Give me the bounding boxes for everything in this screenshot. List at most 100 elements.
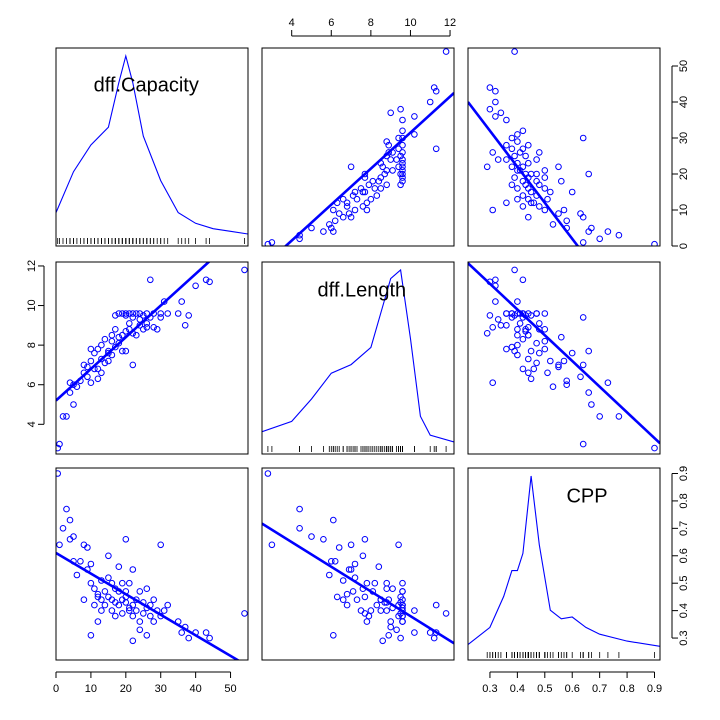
data-point	[558, 177, 565, 185]
tick-label: 10	[404, 17, 416, 29]
data-point	[585, 170, 593, 178]
data-point	[126, 320, 133, 327]
data-point	[80, 596, 88, 604]
tick-label: 0.4	[510, 683, 525, 695]
data-point	[492, 98, 499, 106]
data-point	[365, 181, 373, 189]
data-point	[347, 213, 355, 221]
data-point	[119, 610, 126, 617]
density-curve	[262, 268, 454, 443]
data-point	[511, 152, 518, 160]
data-point	[87, 357, 95, 365]
data-point	[373, 192, 381, 199]
tick-label: 0.8	[678, 493, 690, 508]
data-point	[150, 618, 157, 625]
regression-line	[56, 262, 211, 402]
data-point	[202, 629, 210, 636]
data-point	[369, 177, 377, 185]
tick-label: 0.6	[678, 548, 690, 563]
data-point	[514, 298, 521, 305]
data-point	[411, 131, 418, 138]
data-point	[84, 363, 91, 371]
data-point	[588, 401, 595, 408]
data-point	[153, 326, 161, 333]
data-point	[511, 174, 518, 181]
data-point	[399, 167, 406, 174]
tick-label: 0.6	[565, 683, 580, 695]
data-point	[383, 579, 391, 587]
data-point	[108, 607, 116, 614]
scatter-panel-cpp-vs-length	[262, 470, 454, 645]
data-point	[442, 610, 450, 617]
data-point	[399, 588, 406, 595]
data-point	[328, 224, 335, 232]
data-point	[351, 188, 359, 196]
data-point	[514, 331, 521, 339]
data-point	[533, 310, 540, 317]
data-point	[547, 188, 554, 196]
data-point	[541, 167, 549, 174]
data-point	[503, 116, 510, 124]
data-point	[126, 579, 133, 587]
data-point	[361, 188, 369, 196]
data-point	[371, 579, 379, 587]
data-point	[367, 607, 375, 614]
data-point	[536, 349, 543, 357]
data-point	[181, 322, 189, 329]
data-point	[604, 228, 612, 235]
data-point	[140, 610, 147, 617]
x-axis-length: 4 6 8 10 12	[289, 17, 456, 37]
data-point	[320, 536, 327, 543]
data-point	[353, 195, 361, 203]
data-point	[527, 347, 535, 355]
data-point	[91, 585, 98, 593]
data-point	[399, 174, 406, 181]
data-point	[206, 278, 213, 286]
data-point	[308, 224, 315, 232]
data-point	[395, 145, 402, 153]
data-point	[63, 413, 70, 420]
data-point	[389, 167, 396, 174]
data-point	[192, 282, 199, 290]
data-point	[320, 228, 327, 235]
data-point	[563, 381, 571, 389]
data-point	[87, 560, 95, 568]
data-point	[399, 159, 406, 167]
data-point	[514, 138, 521, 145]
data-point	[296, 235, 303, 243]
tick-label: 30	[678, 132, 690, 144]
tick-label: 50	[224, 683, 236, 695]
data-point	[268, 239, 276, 246]
data-point	[122, 310, 130, 317]
diagonal-label-cpp: CPP	[566, 486, 607, 508]
data-point	[343, 203, 351, 210]
data-point	[377, 607, 385, 614]
data-point	[136, 626, 144, 634]
data-point	[377, 185, 385, 192]
data-point	[126, 310, 133, 317]
data-point	[541, 310, 549, 317]
data-point	[541, 337, 549, 345]
data-point	[558, 333, 565, 341]
data-point	[363, 206, 371, 214]
tick-label: 30	[155, 683, 167, 695]
data-point	[486, 105, 494, 113]
data-point	[536, 149, 543, 156]
data-point	[157, 314, 164, 321]
data-point	[533, 177, 540, 185]
data-point	[363, 199, 371, 207]
data-point	[486, 312, 494, 319]
data-point	[549, 221, 557, 228]
data-point	[77, 558, 84, 565]
data-point	[432, 87, 440, 95]
data-point	[84, 544, 91, 551]
data-point	[373, 601, 381, 609]
tick-label: 0.4	[678, 603, 690, 618]
data-point	[112, 312, 119, 319]
tick-label: 8	[368, 17, 374, 29]
data-point	[122, 312, 130, 319]
panel-border	[467, 467, 661, 661]
data-point	[343, 601, 351, 609]
data-point	[383, 138, 391, 145]
regression-line	[468, 101, 580, 246]
